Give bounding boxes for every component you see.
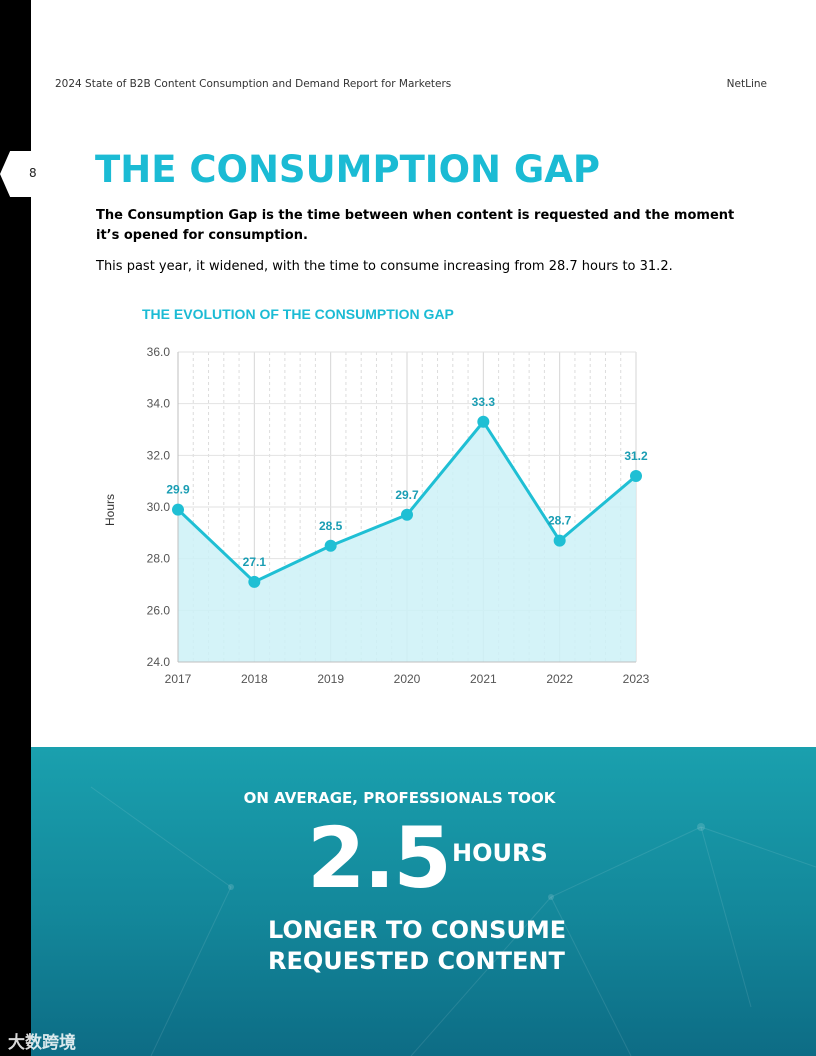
- data-label: 29.9: [166, 483, 190, 497]
- banner-line-3b: REQUESTED CONTENT: [268, 947, 565, 975]
- chart-title: THE EVOLUTION OF THE CONSUMPTION GAP: [142, 306, 454, 322]
- banner-network-decoration: [90, 786, 816, 1056]
- data-label: 29.7: [395, 488, 419, 502]
- data-label: 28.5: [319, 519, 343, 533]
- chart-labels: 29.9 27.1 28.5 29.7 33.3 28.7 31.2: [166, 395, 648, 588]
- data-point: [324, 539, 337, 552]
- y-tick-label: 36.0: [147, 345, 171, 359]
- data-point: [477, 415, 490, 428]
- y-tick-label: 34.0: [147, 397, 171, 411]
- x-tick-label: 2017: [165, 672, 192, 686]
- intro-text: The Consumption Gap is the time between …: [96, 208, 735, 243]
- body-text: This past year, it widened, with the tim…: [96, 259, 673, 274]
- page-number: 8: [29, 166, 37, 180]
- brand-name: NetLine: [726, 78, 767, 90]
- data-point: [630, 470, 642, 482]
- watermark: 大数跨境: [8, 1033, 76, 1053]
- data-label: 31.2: [624, 449, 648, 463]
- x-tick-label: 2021: [470, 672, 497, 686]
- x-tick-label: 2020: [394, 672, 421, 686]
- highlight-banner: ON AVERAGE, PROFESSIONALS TOOK 2.5 HOURS…: [31, 747, 816, 1056]
- data-point: [248, 575, 261, 588]
- consumption-gap-chart: 24.0 26.0 28.0 30.0 32.0 34.0 36.0 2017 2018 2019…: [103, 345, 650, 686]
- data-label: 27.1: [243, 555, 267, 569]
- banner-unit: HOURS: [452, 839, 548, 867]
- y-tick-label: 32.0: [147, 448, 171, 462]
- y-tick-label: 26.0: [147, 603, 171, 617]
- x-tick-label: 2019: [317, 672, 344, 686]
- banner-line-1: ON AVERAGE, PROFESSIONALS TOOK: [243, 789, 556, 807]
- data-label: 28.7: [548, 514, 572, 528]
- x-tick-label: 2022: [546, 672, 573, 686]
- banner-big-value: 2.5: [307, 809, 452, 907]
- x-tick-label: 2018: [241, 672, 268, 686]
- y-tick-label: 28.0: [147, 552, 171, 566]
- report-title: 2024 State of B2B Content Consumption an…: [55, 78, 452, 90]
- banner-line-3: LONGER TO CONSUME REQUESTED CONTENT: [268, 915, 566, 977]
- y-tick-label: 24.0: [147, 655, 171, 669]
- chart-axes: 24.0 26.0 28.0 30.0 32.0 34.0 36.0 2017 2018 2019…: [147, 345, 650, 686]
- data-point: [172, 503, 184, 516]
- x-tick-label: 2023: [623, 672, 650, 686]
- page-tab: [0, 151, 46, 197]
- y-axis-label: Hours: [103, 494, 117, 526]
- section-title: THE CONSUMPTION GAP: [95, 148, 600, 191]
- data-point: [553, 534, 566, 547]
- banner-line-3a: LONGER TO CONSUME: [268, 916, 567, 944]
- y-tick-label: 30.0: [147, 500, 171, 514]
- data-label: 33.3: [472, 395, 496, 409]
- data-point: [401, 508, 413, 521]
